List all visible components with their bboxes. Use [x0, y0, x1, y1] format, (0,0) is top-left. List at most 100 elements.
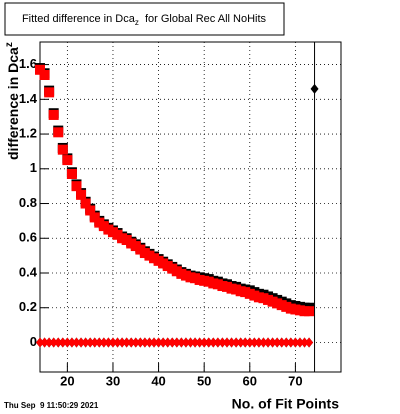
diamond-marker [86, 337, 95, 348]
x-tick-label: 60 [243, 373, 257, 388]
diamond-marker [282, 337, 291, 348]
x-axis-label: No. of Fit Points [232, 396, 340, 412]
diamond-marker [195, 337, 204, 348]
diamond-marker [36, 337, 44, 348]
diamond-marker [291, 337, 300, 348]
square-marker [85, 205, 96, 216]
y-tick-label: 1.6 [19, 56, 37, 71]
square-marker [44, 87, 55, 98]
square-marker [66, 169, 77, 179]
diamond-marker [45, 337, 54, 348]
diamond-marker [245, 337, 254, 348]
diamond-marker [67, 337, 76, 348]
diamond-marker [49, 337, 58, 348]
diamond-marker [140, 337, 149, 348]
diamond-marker [150, 337, 159, 348]
diamond-marker [118, 337, 127, 348]
diamond-marker [163, 337, 172, 348]
diamond-marker [58, 337, 67, 348]
square-marker [304, 306, 315, 317]
square-marker [89, 212, 100, 223]
diamond-marker [264, 337, 273, 348]
square-marker [39, 70, 50, 80]
diamond-marker [191, 337, 200, 348]
diamond-marker [286, 337, 295, 348]
y-tick-label: 0.4 [19, 264, 38, 279]
y-tick-label: 0.8 [19, 195, 37, 210]
diamond-marker [127, 337, 136, 348]
diamond-marker [273, 337, 282, 348]
diamond-marker [81, 337, 90, 348]
diamond-marker [186, 337, 195, 348]
diamond-marker [209, 337, 218, 348]
diamond-marker [54, 337, 63, 348]
square-marker [57, 144, 68, 155]
square-marker [76, 189, 87, 200]
y-label-subscript: z [4, 42, 15, 47]
diamond-marker [40, 337, 49, 348]
diamond-marker [250, 337, 259, 348]
timestamp: Thu Sep 9 11:50:29 2021 [4, 401, 99, 410]
diamond-marker [90, 337, 99, 348]
diamond-marker [300, 337, 309, 348]
diamond-marker [108, 337, 117, 348]
title-subscript: z [135, 18, 139, 27]
diamond-marker [131, 337, 140, 348]
square-marker [35, 64, 45, 75]
title-text: Fitted difference in Dca [22, 13, 136, 25]
diamond-marker [77, 337, 86, 348]
diamond-marker [99, 337, 108, 348]
diamond-marker [295, 337, 304, 348]
diamond-marker [145, 337, 154, 348]
diamond-marker [177, 337, 186, 348]
diamond-marker [236, 337, 245, 348]
title-box [4, 2, 285, 36]
y-label-text: difference in Dca [5, 47, 21, 160]
y-tick-label: 0.2 [19, 299, 37, 314]
diamond-marker [254, 337, 263, 348]
title-text: for Global Rec All NoHits [139, 13, 267, 25]
y-tick-label: 0 [30, 334, 37, 349]
x-tick-label: 50 [197, 373, 211, 388]
y-tick-label: 1.4 [19, 91, 38, 106]
diamond-marker [63, 337, 72, 348]
x-tick-label: 30 [106, 373, 120, 388]
diamond-marker [268, 337, 277, 348]
diamond-marker [213, 337, 222, 348]
square-marker [53, 127, 64, 138]
x-tick-label: 40 [151, 373, 165, 388]
diamond-marker [104, 337, 113, 348]
square-marker [48, 109, 59, 120]
x-tick-label: 70 [288, 373, 302, 388]
y-tick-label: 0.6 [19, 230, 37, 245]
diamond-marker [181, 337, 190, 348]
diamond-marker [168, 337, 177, 348]
diamond-marker [200, 337, 209, 348]
diamond-marker [113, 337, 122, 348]
diamond-marker [310, 83, 319, 94]
square-marker [80, 198, 91, 209]
diamond-marker [227, 337, 236, 348]
y-axis-label: difference in Dcaz [4, 42, 21, 160]
diamond-marker [95, 337, 104, 348]
diamond-marker [136, 337, 145, 348]
diamond-marker [241, 337, 250, 348]
diamond-marker [72, 337, 81, 348]
diamond-marker [222, 337, 231, 348]
chart-title: Fitted difference in Dcaz for Global Rec… [22, 13, 267, 27]
diamond-marker [154, 337, 163, 348]
square-marker [62, 155, 73, 166]
diamond-marker [172, 337, 181, 348]
diamond-marker [159, 337, 168, 348]
diamond-marker [232, 337, 241, 348]
y-tick-label: 1.2 [19, 125, 37, 140]
y-tick-label: 1 [30, 160, 37, 175]
diamond-marker [122, 337, 131, 348]
diamond-marker [259, 337, 268, 348]
diamond-marker [277, 337, 286, 348]
square-marker [71, 181, 82, 192]
diamond-marker [204, 337, 213, 348]
diamond-marker [218, 337, 227, 348]
diamond-marker [305, 337, 314, 348]
